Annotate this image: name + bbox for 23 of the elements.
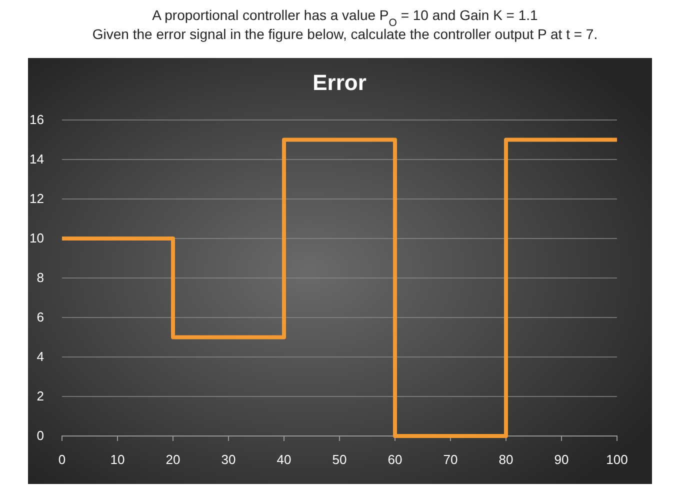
x-tick-label: 50 [332,452,347,468]
x-tick-label: 0 [58,452,66,468]
x-tick-label: 20 [166,452,180,468]
text: Given the error signal in the figure below, calculate the controller output P at t = 7. [92,26,598,42]
y-tick-label: 8 [36,270,44,286]
x-tick-label: 100 [606,452,628,468]
y-tick-label: 12 [30,191,44,206]
x-tick-label: 90 [554,452,569,468]
x-tick-label: 60 [388,452,402,468]
y-tick-label: 14 [30,152,44,167]
x-tick-label: 30 [221,452,236,468]
y-tick-label: 2 [36,388,44,404]
x-tick-label: 70 [443,452,458,468]
x-tick-label: 80 [498,452,514,468]
x-tick-label: 40 [276,452,292,468]
y-tick-label: 4 [36,349,44,364]
x-tick-label: 10 [110,452,125,468]
y-tick-label: 0 [36,428,44,444]
chart-title: Error [312,70,367,95]
y-tick-label: 10 [30,230,44,246]
text: A proportional controller has a value P$_{O}$ = 10 and Gain K = 1.1 [152,7,538,29]
y-tick-label: 6 [36,310,44,325]
y-tick-label: 16 [30,112,44,128]
